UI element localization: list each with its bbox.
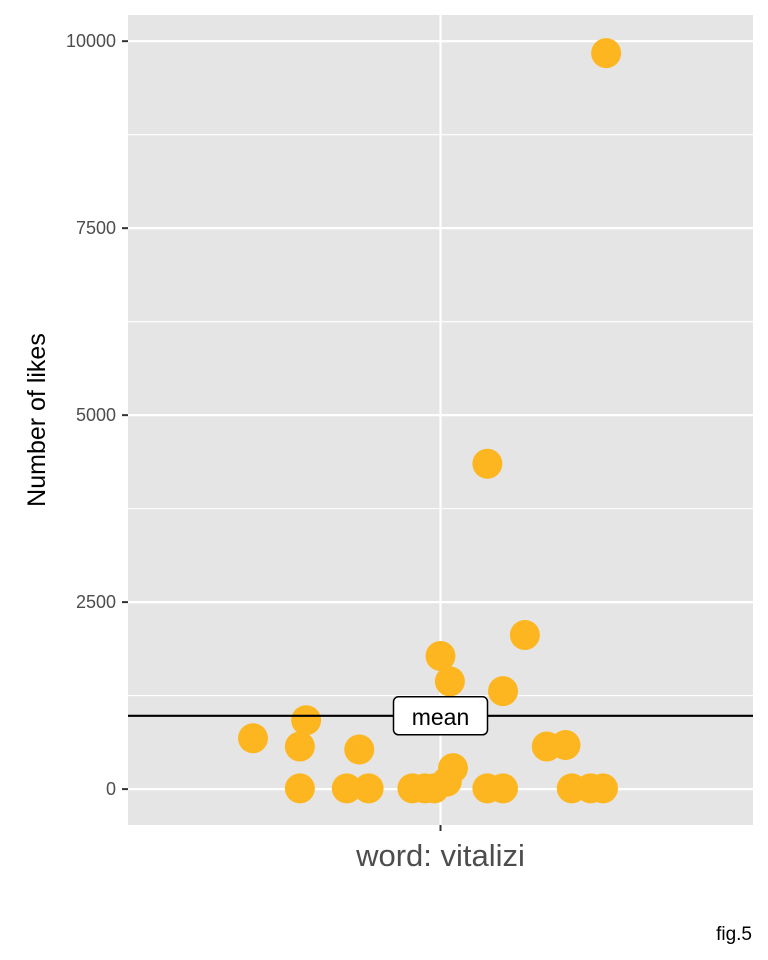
data-point xyxy=(588,773,618,804)
figure-caption: fig.5 xyxy=(716,924,752,945)
data-points xyxy=(238,38,622,804)
data-point xyxy=(550,729,581,760)
x-tick-label: word: vitalizi xyxy=(355,838,525,873)
data-point xyxy=(238,723,268,754)
data-point xyxy=(591,38,622,69)
data-point xyxy=(353,773,384,804)
y-tick-label: 5000 xyxy=(76,405,116,425)
data-point xyxy=(438,753,468,784)
y-tick-label: 7500 xyxy=(76,218,116,238)
y-axis-title: Number of likes xyxy=(23,333,51,507)
y-tick-label: 2500 xyxy=(76,592,116,612)
mean-label-box xyxy=(392,696,489,736)
y-axis: 0 2500 5000 7500 10000 xyxy=(66,31,128,799)
data-point xyxy=(472,448,503,479)
data-point xyxy=(425,640,456,671)
data-point xyxy=(284,731,315,762)
data-point xyxy=(284,773,315,804)
data-point xyxy=(488,773,518,804)
data-point xyxy=(488,676,518,707)
y-tick-label: 0 xyxy=(106,779,116,799)
data-point xyxy=(291,705,322,736)
mean-label: mean xyxy=(392,696,489,736)
data-point xyxy=(434,666,465,697)
y-tick-label: 10000 xyxy=(66,31,116,51)
x-axis: word: vitalizi xyxy=(355,825,525,873)
mean-label-text: mean xyxy=(412,704,470,730)
data-point xyxy=(509,620,540,651)
data-point xyxy=(344,734,375,765)
data-point xyxy=(331,773,362,804)
